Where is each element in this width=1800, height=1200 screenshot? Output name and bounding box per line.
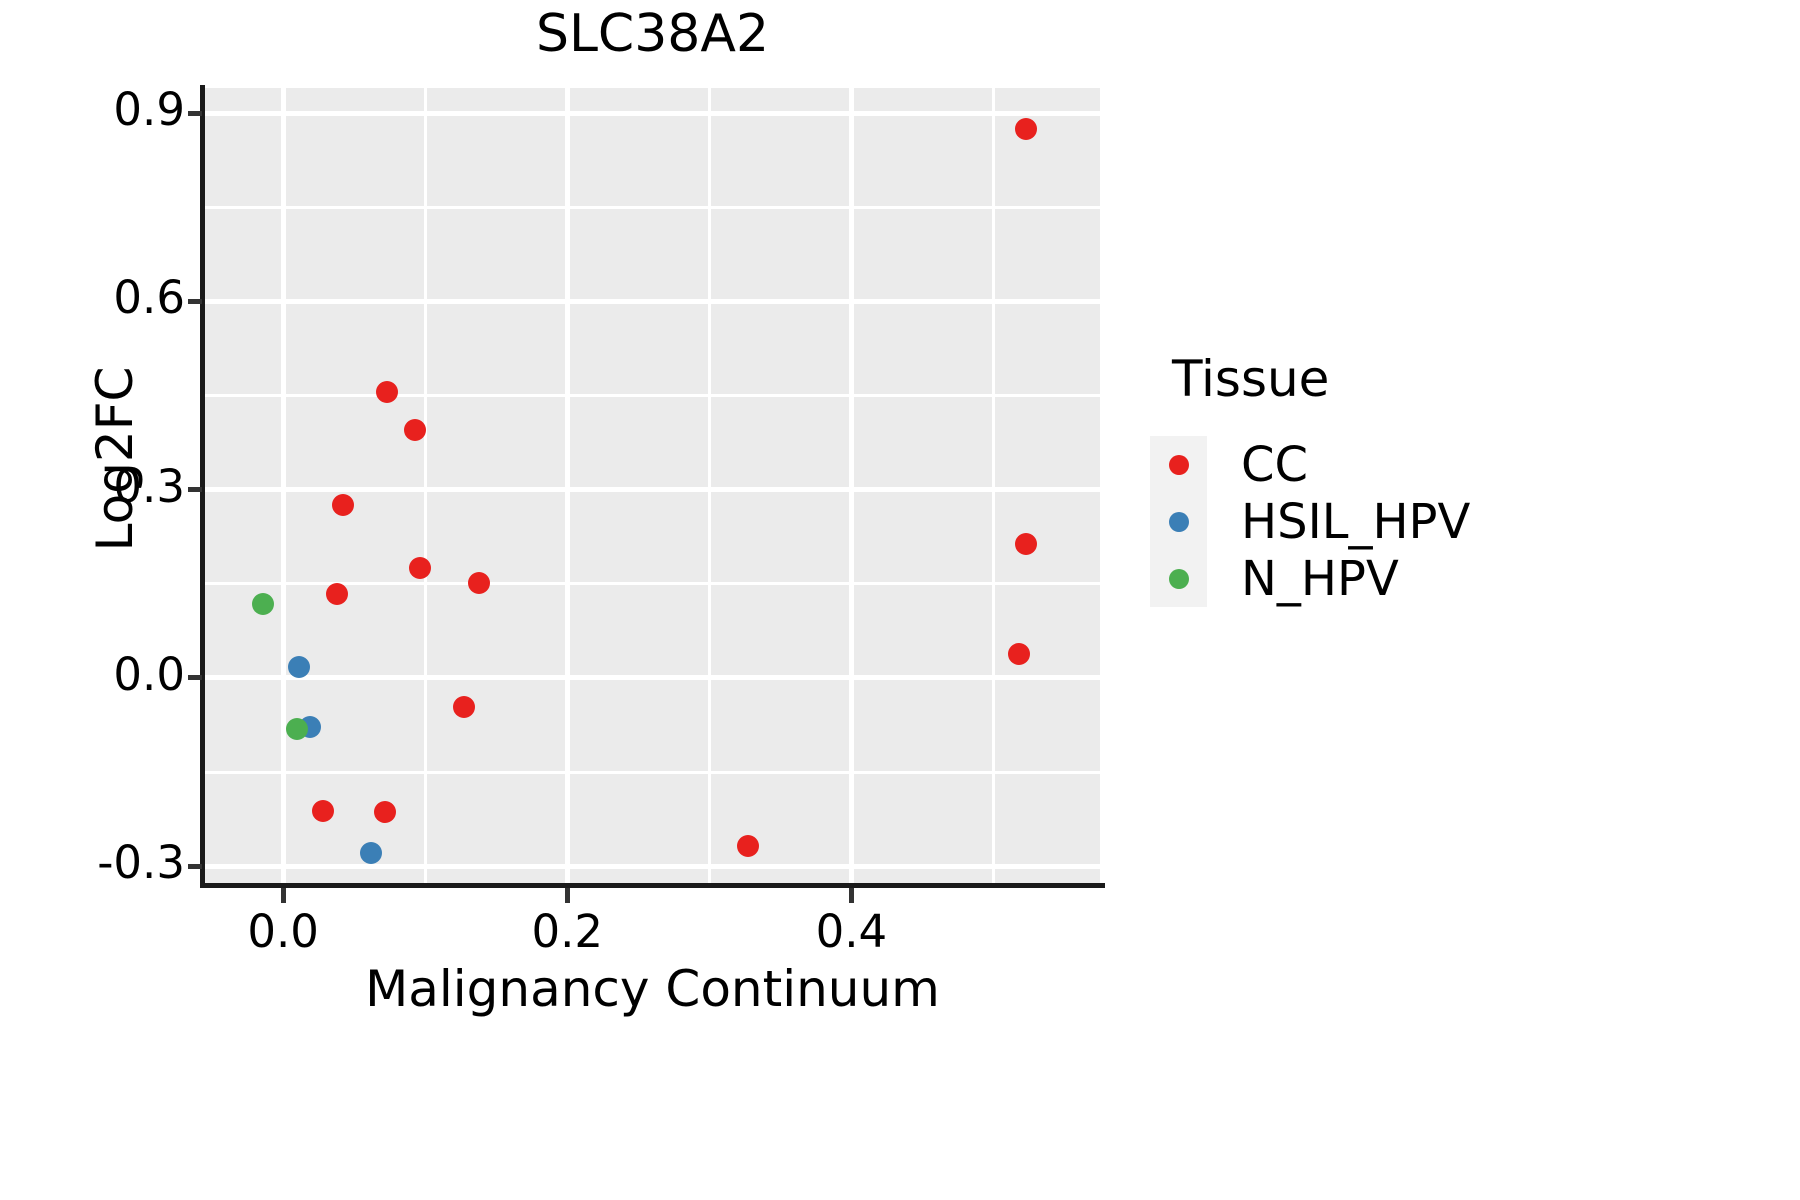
data-point-cc <box>331 494 354 517</box>
y-axis-tick-label: 0.6 <box>113 271 185 325</box>
data-point-cc <box>1015 533 1038 556</box>
data-point-cc <box>408 557 431 580</box>
legend-items: CC HSIL_HPV N_HPV <box>1150 436 1770 607</box>
legend-item-n_hpv[interactable]: N_HPV <box>1150 550 1770 607</box>
legend-item-label: N_HPV <box>1241 550 1399 607</box>
legend-swatch-hsil_hpv <box>1150 493 1207 550</box>
gridline-minor-horizontal <box>205 770 1100 774</box>
gridline-minor-vertical <box>423 88 427 885</box>
legend-dot-icon <box>1168 454 1189 475</box>
gridline-major-horizontal <box>205 298 1100 304</box>
data-point-cc <box>375 381 398 404</box>
legend-dot-icon <box>1168 568 1189 589</box>
legend-swatch-cc <box>1150 436 1207 493</box>
data-point-cc <box>326 583 349 606</box>
data-point-cc <box>374 800 397 823</box>
gridline-minor-horizontal <box>205 394 1100 397</box>
legend: Tissue CC HSIL_HPV N_HPV <box>1150 350 1770 607</box>
gridline-minor-vertical <box>707 88 711 885</box>
x-axis-tick <box>280 888 286 903</box>
data-point-hsil_hpv <box>360 841 383 864</box>
y-axis-line <box>200 85 205 888</box>
data-point-cc <box>311 799 334 822</box>
legend-dot-icon <box>1168 511 1189 532</box>
x-axis-tick-label: 0.0 <box>247 905 319 958</box>
y-axis-tick <box>188 487 202 493</box>
x-axis-tick <box>564 888 570 903</box>
x-axis-tick <box>848 888 854 903</box>
y-axis-tick <box>188 863 202 869</box>
legend-swatch-n_hpv <box>1150 550 1207 607</box>
gridline-minor-vertical <box>991 88 995 885</box>
gridline-major-horizontal <box>205 110 1100 116</box>
y-axis-tick-label: 0.0 <box>113 647 185 701</box>
page-title: SLC38A2 <box>535 4 770 64</box>
legend-item-cc[interactable]: CC <box>1150 436 1770 493</box>
legend-item-label: HSIL_HPV <box>1241 493 1471 550</box>
legend-item-label: CC <box>1241 436 1309 493</box>
gridline-minor-horizontal <box>205 582 1100 586</box>
gridline-major-horizontal <box>205 675 1100 681</box>
gridline-minor-horizontal <box>205 205 1100 209</box>
data-point-cc <box>468 571 491 594</box>
x-axis-tick-label: 0.4 <box>815 905 888 958</box>
data-point-hsil_hpv <box>287 656 310 679</box>
y-axis-tick <box>188 110 202 116</box>
x-axis-tick-label: 0.2 <box>531 905 604 958</box>
x-axis-title: Malignancy Continuum <box>365 960 940 1018</box>
data-point-cc <box>452 696 475 719</box>
data-point-cc <box>1015 117 1038 140</box>
data-point-n_hpv <box>286 718 309 741</box>
y-axis-tick-label: 0.3 <box>113 459 185 513</box>
data-point-cc <box>736 835 759 858</box>
y-axis-tick-label: 0.9 <box>113 83 185 137</box>
y-axis-tick <box>188 675 202 681</box>
gridline-major-horizontal <box>205 863 1100 869</box>
data-point-cc <box>1008 643 1031 666</box>
y-axis-tick-label: -0.3 <box>97 836 185 890</box>
data-point-n_hpv <box>252 592 275 615</box>
legend-item-hsil_hpv[interactable]: HSIL_HPV <box>1150 493 1770 550</box>
gridline-major-horizontal <box>205 487 1100 493</box>
gridline-major-vertical <box>280 88 286 885</box>
gridline-major-vertical <box>564 88 570 885</box>
y-axis-tick <box>188 298 202 304</box>
plot-panel <box>205 88 1100 885</box>
data-point-cc <box>404 419 427 442</box>
x-axis-line <box>200 883 1105 888</box>
legend-title: Tissue <box>1172 350 1330 408</box>
gridline-major-vertical <box>848 88 854 885</box>
